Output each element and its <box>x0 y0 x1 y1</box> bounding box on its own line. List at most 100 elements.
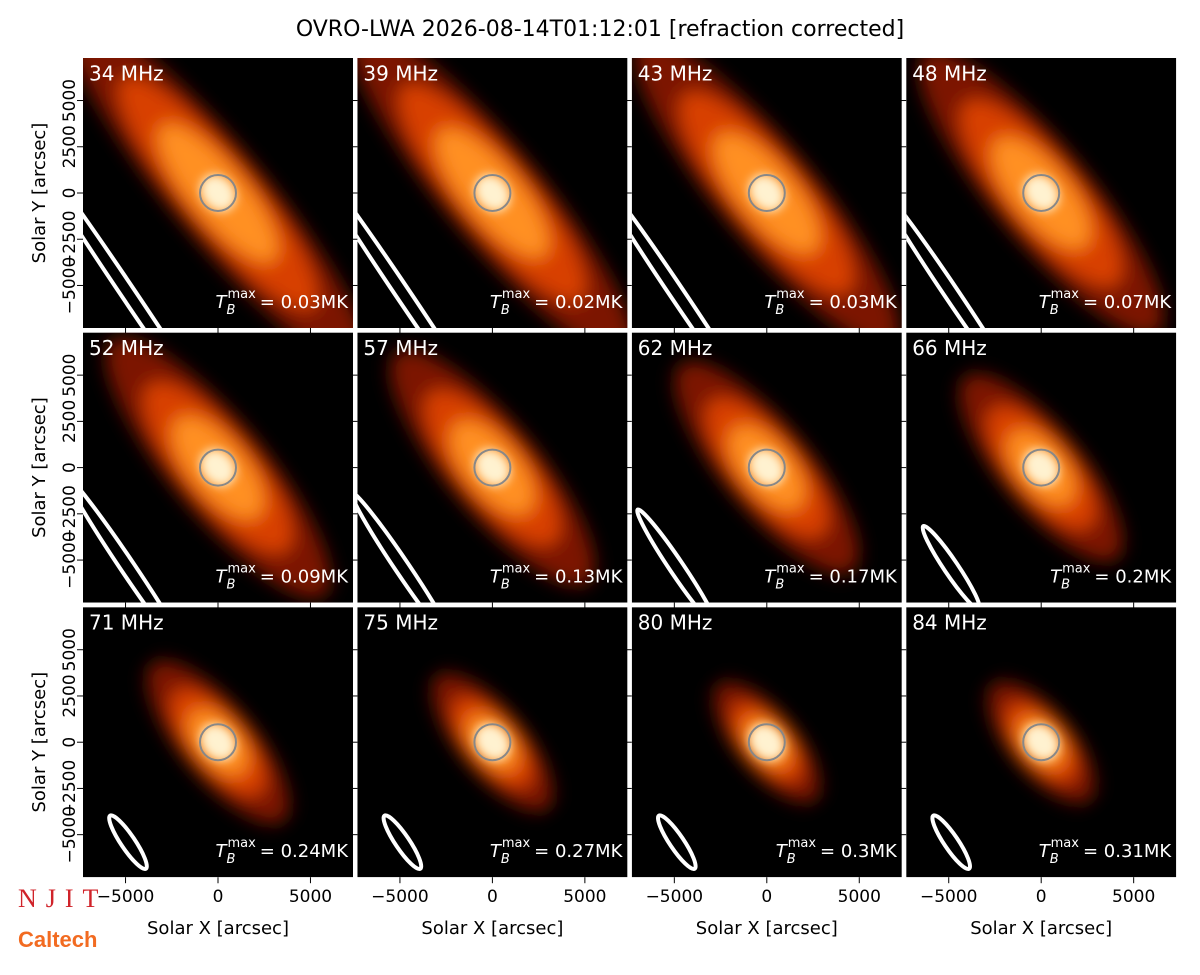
tb-sub: B <box>775 303 784 318</box>
solar-disk <box>1022 723 1061 762</box>
beam <box>631 166 763 328</box>
tb-symbol: T <box>1050 567 1063 588</box>
y-tick-label: 2500 <box>60 400 80 443</box>
tb-value: = 0.2MK <box>1094 567 1172 588</box>
tb-symbol: T <box>1039 292 1052 313</box>
emission-core <box>200 723 236 761</box>
x-tick-label: −5000 <box>97 887 155 907</box>
tb-sup: max <box>1051 836 1080 851</box>
tb-sub: B <box>1050 852 1059 867</box>
panel-title: 80 MHz <box>638 611 713 635</box>
emission-core <box>200 174 236 212</box>
tb-value: = 0.27MK <box>534 841 623 862</box>
panel <box>906 332 1177 603</box>
beam <box>357 150 500 328</box>
tb-sup: max <box>502 836 531 851</box>
x-tick-label: 0 <box>213 887 224 907</box>
core <box>474 449 511 487</box>
solar-disk <box>199 448 237 487</box>
tb-sub: B <box>227 303 236 318</box>
beam <box>381 813 424 872</box>
tb-sub: B <box>501 303 510 318</box>
emission-core <box>1023 723 1059 761</box>
tb-value: = 0.3MK <box>820 841 898 862</box>
solar-disk <box>1022 174 1061 212</box>
panel-title: 84 MHz <box>912 611 987 635</box>
solar-disk <box>473 448 512 487</box>
y-tick-label: −2500 <box>60 485 80 543</box>
tb-sup: max <box>227 287 256 302</box>
beam <box>107 813 149 872</box>
tb-sub: B <box>1061 578 1070 593</box>
panel-title: 57 MHz <box>363 336 438 360</box>
emission-core <box>474 723 511 761</box>
y-tick-label: 5000 <box>60 79 80 122</box>
tb-sub: B <box>501 578 510 593</box>
tb-sub: B <box>501 852 510 867</box>
panel-title: 48 MHz <box>912 62 987 86</box>
y-tick-label: 2500 <box>60 674 80 717</box>
tb-sup: max <box>788 836 817 851</box>
panel-title: 75 MHz <box>363 611 438 635</box>
panel-title: 34 MHz <box>89 62 164 86</box>
panel <box>631 58 902 328</box>
tb-max-label: TBmax = 0.17MK <box>764 562 898 593</box>
beam <box>357 490 456 603</box>
solar-disk <box>747 174 786 212</box>
emission-core <box>749 723 785 761</box>
tb-value: = 0.03MK <box>260 292 349 313</box>
tb-sup: max <box>1062 562 1091 577</box>
core <box>474 723 511 761</box>
y-tick-label: 5000 <box>60 354 80 397</box>
x-tick-label: 0 <box>1036 887 1047 907</box>
panel <box>631 607 902 878</box>
logo-caltech: Caltech <box>18 927 97 952</box>
x-tick-label: 5000 <box>838 887 881 907</box>
beam <box>906 183 1027 328</box>
tb-max-label: TBmax = 0.13MK <box>490 562 624 593</box>
x-tick-label: 5000 <box>563 887 606 907</box>
emission-core <box>1023 174 1059 212</box>
tb-value: = 0.24MK <box>260 841 349 862</box>
x-tick-label: −5000 <box>371 887 429 907</box>
tb-max-label: TBmax = 0.24MK <box>216 836 350 867</box>
tb-value: = 0.31MK <box>1083 841 1172 862</box>
y-tick-label: −5000 <box>60 257 80 315</box>
y-tick-label: −2500 <box>60 210 80 268</box>
core <box>1023 174 1059 212</box>
tb-sup: max <box>776 287 805 302</box>
solar-disk <box>473 723 512 762</box>
y-tick-label: −2500 <box>60 760 80 818</box>
tb-value: = 0.09MK <box>260 567 349 588</box>
tb-max-label: TBmax = 0.02MK <box>490 287 624 318</box>
y-tick-label: −5000 <box>60 531 80 589</box>
solar-disk <box>747 448 786 487</box>
tb-symbol: T <box>216 841 229 862</box>
solar-disk <box>473 174 512 212</box>
beam <box>920 523 982 603</box>
tb-sup: max <box>502 562 531 577</box>
y-axis-label: Solar Y [arcsec] <box>29 123 50 264</box>
tb-sup: max <box>776 562 805 577</box>
core <box>749 174 785 212</box>
x-tick-label: 0 <box>761 887 772 907</box>
x-tick-label: 5000 <box>1112 887 1155 907</box>
tb-value: = 0.02MK <box>534 292 623 313</box>
x-axis-label: Solar X [arcsec] <box>696 918 838 939</box>
tb-value: = 0.03MK <box>809 292 898 313</box>
tb-max-label: TBmax = 0.2MK <box>1050 562 1172 593</box>
beam <box>930 813 973 872</box>
beam <box>635 507 719 603</box>
core <box>200 449 236 487</box>
y-tick-label: 0 <box>60 462 80 473</box>
solar-disk <box>747 723 786 762</box>
panel-title: 39 MHz <box>363 62 438 86</box>
tb-symbol: T <box>764 567 777 588</box>
solar-disk <box>199 174 237 212</box>
tb-symbol: T <box>764 292 777 313</box>
beam <box>83 133 237 328</box>
panel <box>906 607 1177 878</box>
panel <box>83 332 353 603</box>
core <box>1023 449 1059 487</box>
